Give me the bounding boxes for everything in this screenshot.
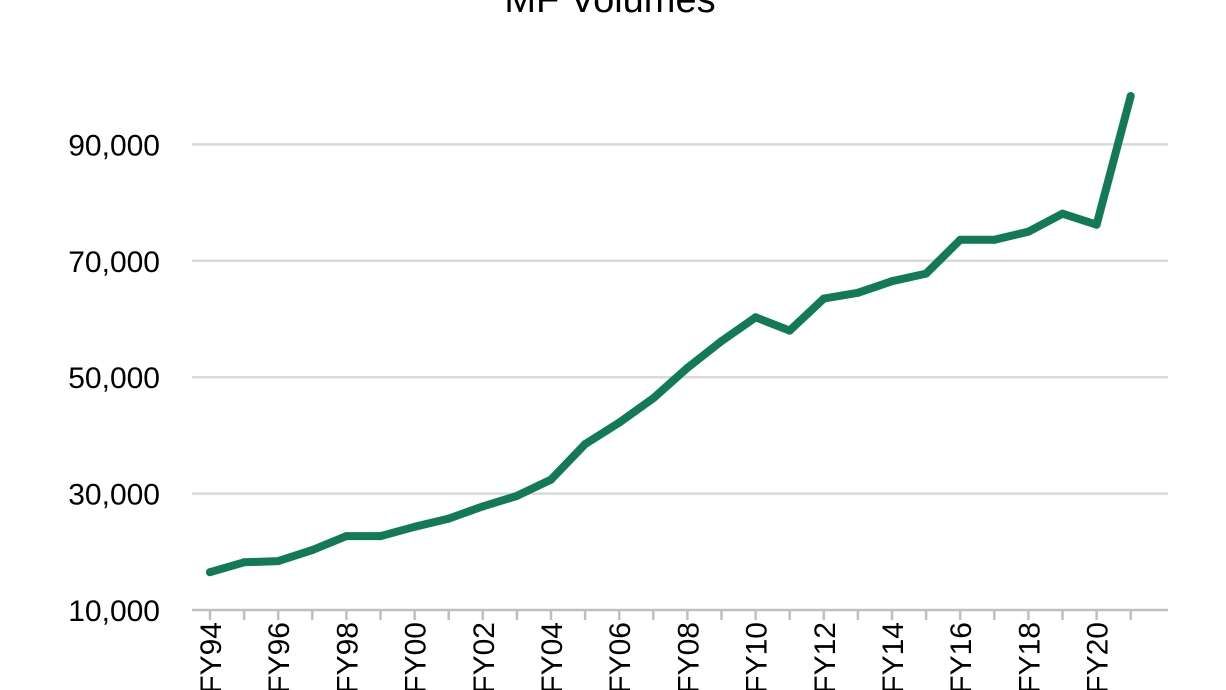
series-layer [206, 92, 1135, 577]
series-line [206, 92, 1135, 577]
data-point [206, 568, 214, 577]
x-tick-label: FY14 [877, 622, 910, 690]
data-point [1126, 92, 1135, 101]
x-tick-label: FY98 [331, 622, 364, 690]
data-point [240, 558, 249, 567]
data-point [751, 313, 760, 322]
data-point [888, 277, 896, 286]
x-tick-label: FY96 [263, 622, 296, 690]
data-point [615, 418, 624, 427]
x-tick-label: FY10 [741, 622, 774, 690]
data-point [308, 546, 317, 555]
chart-title: MF Volumes [504, 0, 715, 21]
data-point [342, 532, 351, 541]
data-point [1024, 227, 1033, 236]
data-point [512, 491, 521, 500]
x-tick-label: FY06 [604, 622, 637, 690]
x-tick-label: FY00 [400, 622, 433, 690]
data-point [478, 502, 487, 511]
data-point [785, 326, 794, 335]
x-tick-label: FY08 [672, 622, 705, 690]
x-tick-label: FY02 [468, 622, 501, 690]
data-point [410, 522, 419, 531]
data-point [1058, 209, 1067, 218]
data-point [683, 363, 692, 372]
data-point [547, 475, 555, 484]
x-tick-label: FY16 [945, 622, 978, 690]
data-point [376, 532, 385, 541]
y-tick-label: 90,000 [68, 129, 160, 162]
data-point [717, 337, 726, 346]
data-point [274, 557, 283, 566]
y-tick-label: 30,000 [68, 479, 160, 512]
x-tick-label: FY04 [536, 622, 569, 690]
x-tick-label: FY20 [1082, 622, 1115, 690]
data-point [819, 294, 828, 303]
y-tick-label: 10,000 [68, 595, 160, 628]
data-point [649, 394, 658, 403]
data-point [956, 235, 965, 244]
y-tick-label: 70,000 [68, 246, 160, 279]
data-point [853, 288, 862, 297]
x-tick-label: FY18 [1013, 622, 1046, 690]
data-point [444, 514, 453, 523]
data-point [922, 269, 931, 278]
x-tick-label: FY12 [809, 622, 842, 690]
y-axis-ticks: 10,000 30,000 50,000 70,000 90,000 [68, 129, 160, 628]
x-tick-label: FY94 [195, 622, 228, 690]
data-point [1092, 220, 1101, 229]
y-tick-label: 50,000 [68, 362, 160, 395]
x-axis-ticks: FY94 FY96 FY98 FY00 FY02 FY04 FY06 FY08 FY10 FY12… [195, 610, 1132, 690]
data-point [581, 440, 590, 449]
data-point [990, 235, 999, 244]
